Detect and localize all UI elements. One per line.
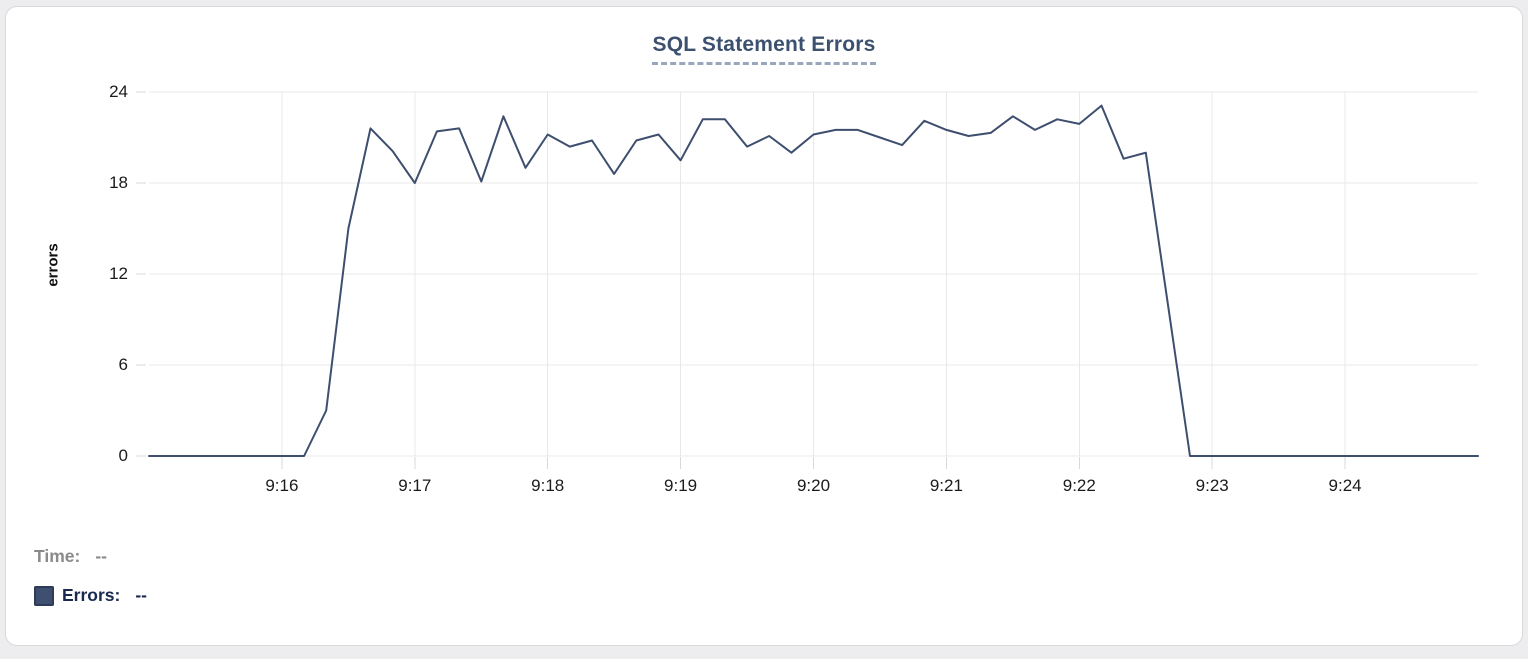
y-tick-label: 6: [118, 355, 128, 374]
x-tick-label: 9:23: [1195, 476, 1229, 495]
time-readout-value: --: [95, 546, 108, 566]
x-tick-label: 9:20: [796, 476, 831, 495]
x-tick-label: 9:19: [664, 476, 698, 495]
x-tick-label: 9:24: [1328, 476, 1362, 495]
errors-series-line: [148, 104, 1479, 457]
errors-readout-value: --: [135, 585, 148, 605]
errors-readout: Errors: --: [34, 585, 147, 606]
chart-panel: SQL Statement Errors errors 0 6 12 18 24 9:1…: [5, 6, 1523, 646]
chart-title-link[interactable]: SQL Statement Errors: [652, 33, 876, 65]
errors-readout-label: Errors:: [62, 585, 121, 605]
x-tick-label: 9:16: [265, 476, 299, 495]
line-chart-plot[interactable]: [6, 7, 1528, 659]
chart-header: SQL Statement Errors: [6, 33, 1522, 65]
time-readout-label: Time:: [34, 546, 81, 566]
errors-series-swatch: [34, 585, 54, 606]
x-tick-label: 9:22: [1062, 476, 1096, 495]
y-tick-label: 24: [109, 82, 128, 101]
y-tick-label: 12: [109, 264, 128, 283]
x-tick-label: 9:17: [398, 476, 432, 495]
x-tick-label: 9:18: [531, 476, 565, 495]
y-tick-label: 0: [118, 446, 128, 465]
time-readout: Time: --: [34, 546, 107, 567]
x-tick-label: 9:21: [929, 476, 963, 495]
y-tick-label: 18: [109, 173, 128, 192]
